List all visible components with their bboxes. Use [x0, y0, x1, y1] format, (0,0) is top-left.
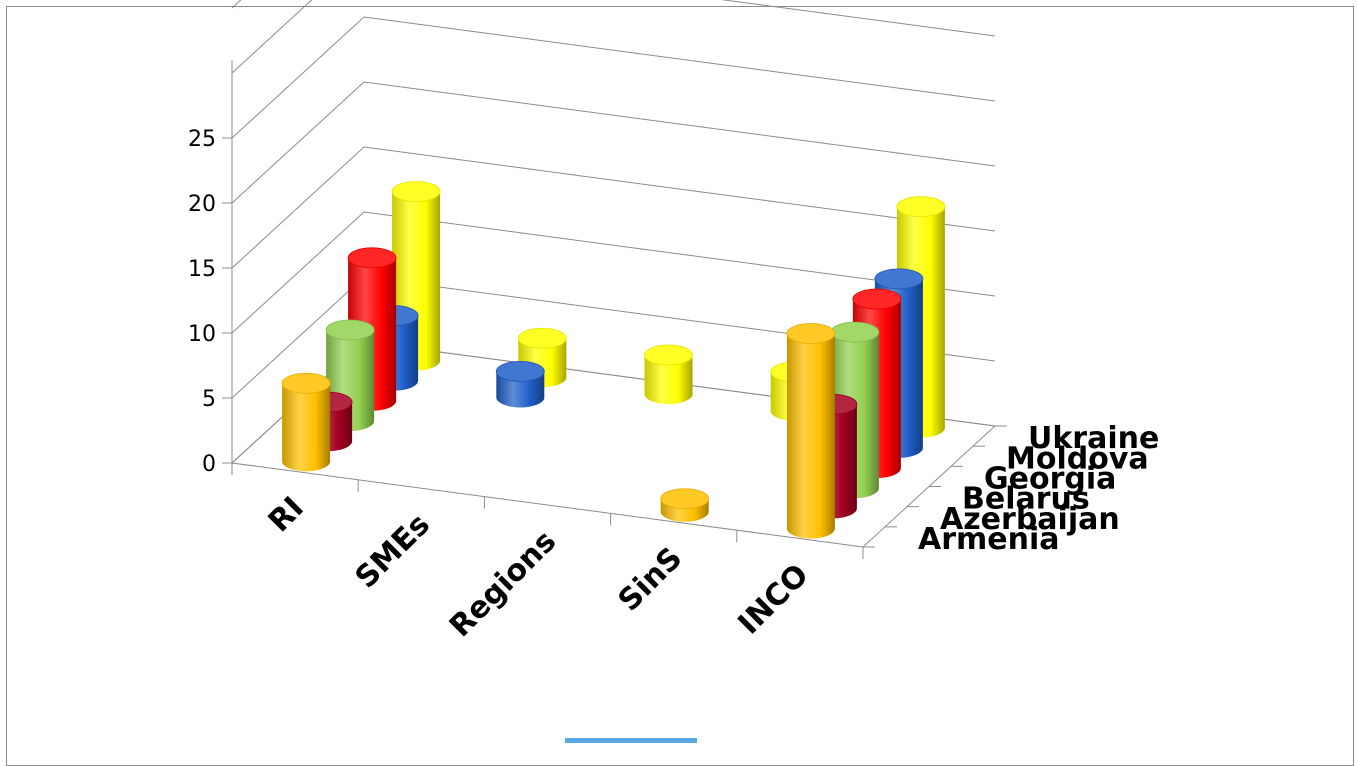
z-tick-label: Georgia — [984, 461, 1116, 496]
bar — [660, 488, 710, 522]
bar-top — [517, 327, 567, 349]
x-tick-label: SinS — [612, 541, 690, 619]
gridline — [231, 211, 996, 334]
bar-top — [660, 488, 710, 510]
bar-top — [347, 247, 397, 269]
bar-top — [391, 181, 441, 202]
x-tick-label: SMEs — [349, 507, 437, 595]
bar-top — [325, 319, 375, 341]
y-tick-label: 10 — [188, 322, 216, 347]
gridline — [231, 16, 996, 139]
y-tick-label: 15 — [188, 257, 216, 282]
legend-stub — [565, 738, 697, 743]
bar-top — [852, 288, 902, 310]
gridline — [231, 0, 242, 9]
chart-axes — [222, 137, 1007, 559]
bar — [495, 361, 545, 408]
z-tick-label: Moldova — [1006, 441, 1149, 476]
y-tick-label: 20 — [188, 192, 216, 217]
bar — [281, 372, 331, 472]
bar — [644, 344, 693, 405]
x-tick-label: Regions — [443, 524, 563, 644]
y-tick-label: 25 — [188, 127, 216, 152]
bar-body — [282, 383, 331, 472]
gridline — [231, 0, 996, 74]
y-tick-label: 0 — [202, 452, 216, 477]
z-tick-label: Armenia — [918, 522, 1060, 557]
floor-front-edge — [231, 60, 864, 548]
bar-top — [830, 321, 880, 343]
gridline — [231, 81, 996, 204]
bar-top — [644, 344, 693, 366]
bar-top — [281, 372, 331, 394]
gridline — [231, 146, 996, 269]
z-tick-label: Belarus — [962, 482, 1090, 517]
z-tick-label: Ukraine — [1028, 421, 1159, 456]
bar-top — [874, 268, 924, 290]
bar-top — [495, 361, 545, 382]
bar-top — [896, 196, 946, 218]
x-tick-label: RI — [262, 490, 311, 539]
chart-3d-cylinder: 0 5 10 15 20 25 RI SMEs Regions SinS INCO ArmeniaAz… — [188, 0, 1159, 644]
x-tick-label: INCO — [732, 558, 816, 642]
chart-bars — [281, 181, 946, 539]
y-tick-label: 5 — [202, 387, 216, 412]
bar-body — [786, 333, 835, 539]
bar-body — [644, 355, 693, 405]
z-tick-label: Azerbaijan — [940, 502, 1120, 537]
bar-top — [786, 323, 836, 344]
bar — [786, 323, 836, 539]
